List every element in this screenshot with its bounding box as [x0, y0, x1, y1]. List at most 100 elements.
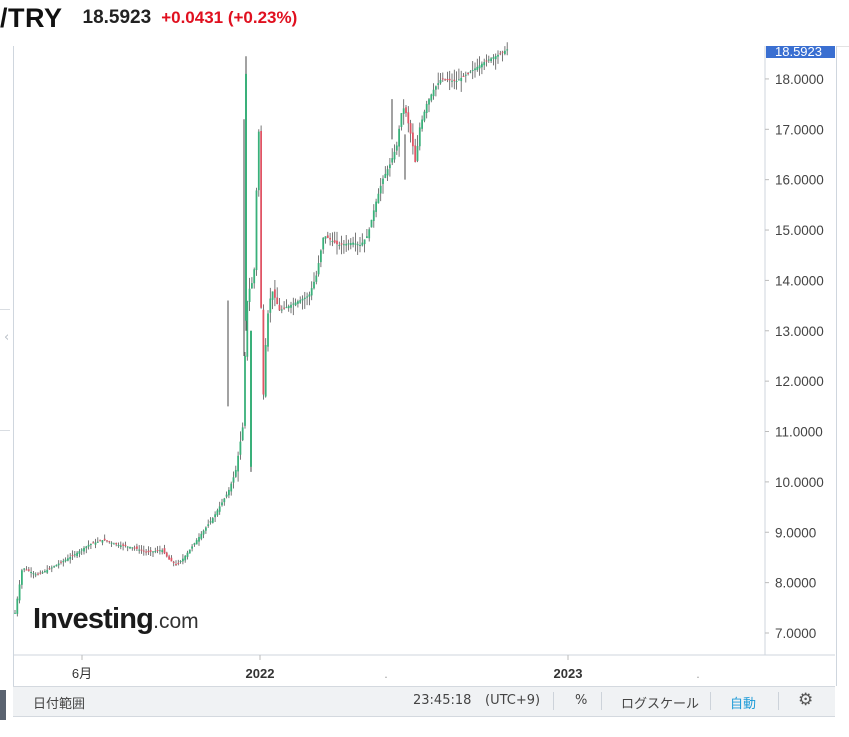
candle-body: [423, 111, 426, 121]
candle-body: [110, 542, 113, 544]
chart-toolbar: 日付範囲 23:45:18 (UTC+9) % ログスケール 自動 ⚙: [13, 686, 835, 717]
candle-body: [34, 574, 37, 576]
candle-body: [290, 304, 292, 308]
candle-body: [271, 291, 274, 300]
candle-body: [25, 569, 28, 571]
candle-body: [375, 201, 377, 212]
candle-body: [354, 243, 357, 245]
divider: [0, 430, 10, 431]
candle-body: [280, 309, 283, 311]
candle-body: [53, 566, 55, 568]
candle-body: [228, 489, 230, 496]
candle-body: [216, 510, 219, 516]
chart-area[interactable]: [13, 46, 837, 686]
divider: [0, 309, 10, 310]
candle-body: [205, 527, 207, 531]
candle-body: [96, 541, 99, 543]
candle-body: [76, 552, 78, 557]
candle-body: [122, 544, 124, 546]
candle-body: [451, 80, 453, 82]
candle-body: [27, 569, 30, 571]
candle-body: [278, 304, 281, 311]
candle-body: [458, 79, 460, 81]
price-chart[interactable]: 7.0000 8.0000 9.0000 10.0000 11.0000 12.0000 1…: [0, 0, 849, 686]
gear-icon[interactable]: ⚙: [798, 690, 814, 710]
candle-body: [18, 584, 21, 601]
candle-body: [460, 77, 463, 82]
candle-body: [113, 543, 115, 545]
candle-body: [50, 567, 53, 569]
timezone-button[interactable]: (UTC+9): [485, 693, 541, 708]
candle-body: [253, 269, 256, 284]
candle-body: [425, 103, 428, 113]
candle-body: [182, 558, 184, 562]
candle-body: [106, 540, 108, 542]
toolbar-separator: [601, 692, 602, 710]
candle-body: [464, 74, 467, 76]
candle-body: [225, 494, 228, 497]
candle-body: [292, 303, 295, 305]
collapse-arrow-icon[interactable]: ‹: [4, 330, 10, 345]
candle-body: [301, 298, 304, 301]
percent-button[interactable]: %: [575, 693, 588, 708]
y-tick-label: 7.0000: [775, 626, 816, 641]
candle-body: [163, 548, 166, 554]
candle-body: [331, 241, 334, 243]
candle-body: [336, 240, 338, 245]
candle-body: [418, 127, 421, 147]
candle-body: [73, 554, 76, 556]
candle-body: [23, 568, 26, 570]
candle-body: [140, 549, 143, 551]
candle-body: [48, 568, 51, 570]
candle-body: [138, 549, 141, 551]
log-scale-button[interactable]: ログスケール: [621, 697, 700, 712]
date-range-button[interactable]: 日付範囲: [33, 697, 86, 712]
candle-body: [245, 73, 247, 321]
candle-body: [478, 65, 481, 69]
candle-body: [80, 549, 83, 551]
y-tick-label: 9.0000: [775, 525, 816, 540]
x-tick-label: 6月: [72, 666, 92, 681]
candle-body: [453, 79, 456, 82]
candle-body: [264, 345, 267, 397]
candle-body: [179, 560, 182, 563]
y-tick-label: 15.0000: [775, 223, 824, 238]
auto-scale-button[interactable]: 自動: [730, 697, 757, 712]
candle-body: [124, 544, 127, 547]
candle-body: [159, 550, 161, 552]
clock-time: 23:45:18: [413, 693, 472, 708]
candle-body: [198, 536, 200, 542]
candle-body: [432, 89, 435, 97]
candle-body: [170, 557, 173, 562]
candle-body: [156, 550, 159, 552]
candle-body: [200, 533, 203, 539]
candle-body: [152, 551, 154, 553]
candle-body: [119, 545, 122, 547]
candle-body: [377, 193, 380, 204]
toolbar-separator: [710, 692, 711, 710]
candle-body: [161, 550, 164, 553]
side-tab[interactable]: [0, 690, 6, 720]
candle-body: [154, 551, 157, 553]
candle-body: [303, 297, 306, 300]
candle-body: [184, 555, 187, 561]
candle-body: [501, 51, 504, 53]
x-tick-dot: .: [384, 668, 388, 681]
candle-body: [108, 541, 111, 543]
candle-body: [285, 307, 288, 309]
candle-body: [274, 289, 276, 298]
x-tick-dot: .: [696, 668, 700, 681]
toolbar-separator: [778, 692, 779, 710]
candle-body: [487, 59, 490, 61]
candle-body: [214, 514, 216, 518]
y-tick-label: 16.0000: [775, 173, 824, 188]
left-panel-edge: ‹: [0, 46, 13, 686]
candle-body: [14, 612, 16, 614]
candle-body: [218, 506, 221, 512]
candle-body: [446, 79, 449, 81]
candle-body: [232, 477, 235, 483]
candle-body: [338, 244, 341, 246]
candle-body: [62, 560, 65, 563]
candle-body: [149, 550, 152, 552]
candle-body: [207, 524, 210, 526]
